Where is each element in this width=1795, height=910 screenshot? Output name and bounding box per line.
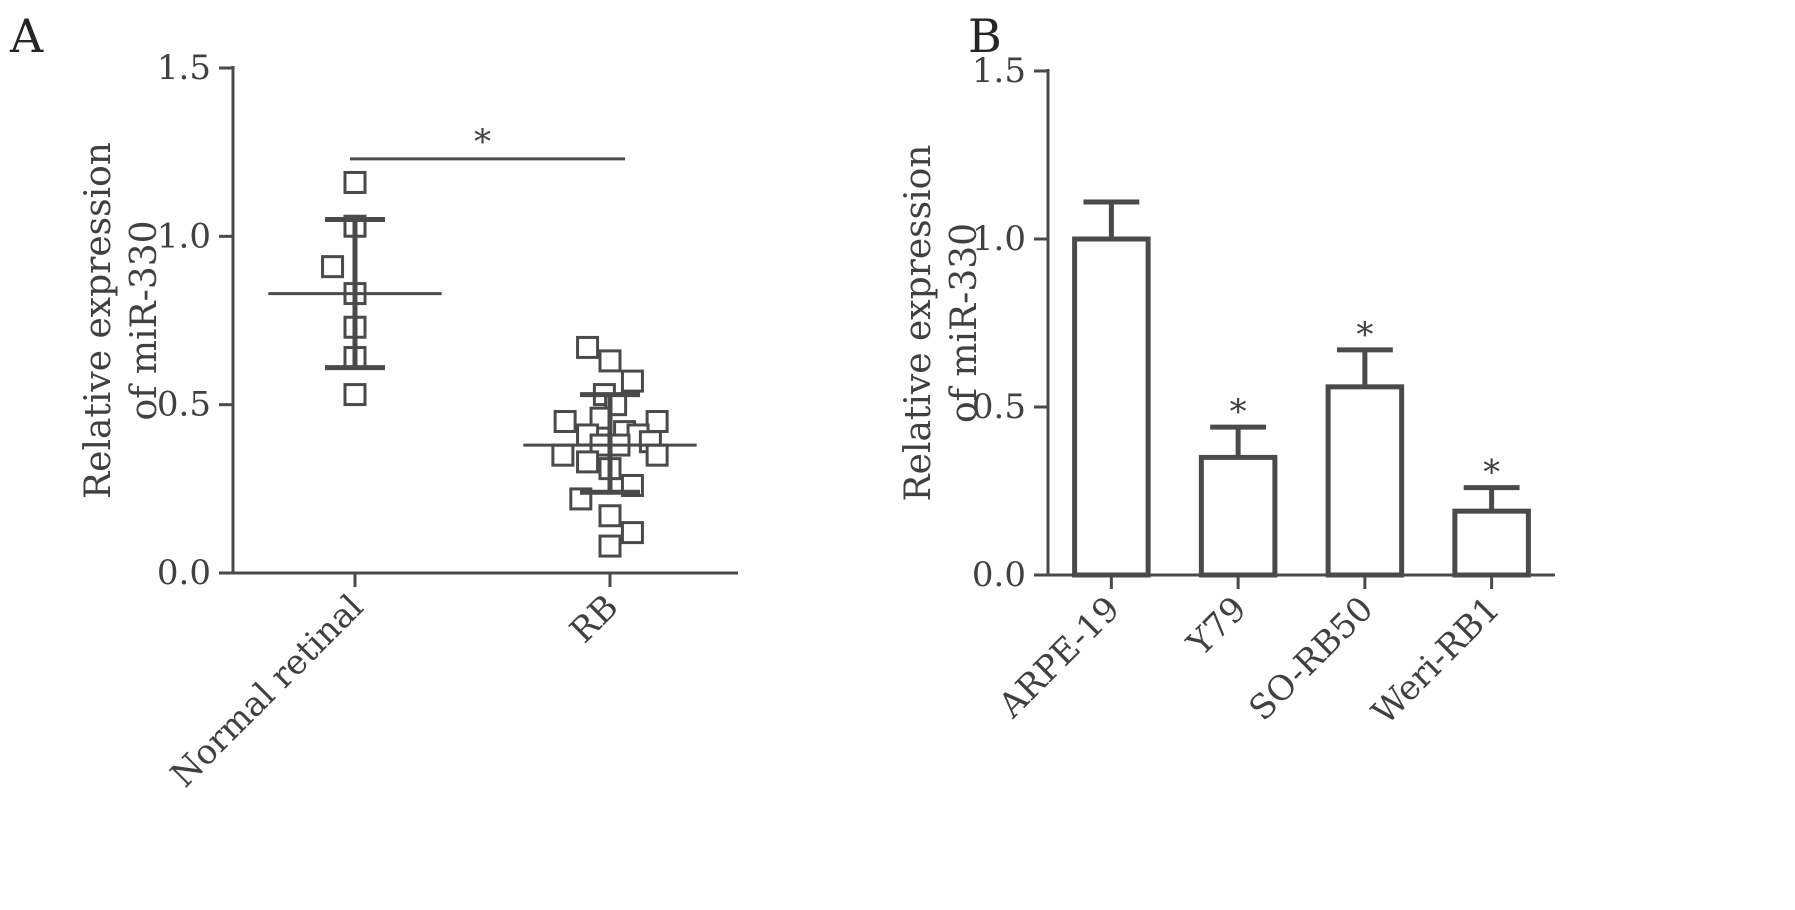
- panel-a-y-tick-label: 0.0: [157, 553, 211, 593]
- panel-b-y-axis-title: Relative expression of miR-330: [898, 145, 985, 502]
- panel-b-y-tick-label: 1.5: [972, 51, 1026, 91]
- panel-b-x-tick-label: SO-RB50: [1241, 589, 1381, 729]
- panel-b-significance-label: *: [1356, 315, 1373, 355]
- panel-b-y-tick-label: 0.5: [972, 387, 1026, 427]
- panel-a-data-point: [551, 443, 575, 467]
- panel-a-y-tick-label: 1.5: [157, 48, 211, 88]
- panel-a-y-axis-title-line: Relative expression: [78, 142, 119, 499]
- panel-b-x-tick-label: Weri-RB1: [1364, 589, 1508, 733]
- panel-b-bar: [1452, 508, 1531, 578]
- panel-a-data-point: [598, 504, 622, 528]
- panel-a-y-axis-title-line: of miR-330: [124, 220, 165, 420]
- panel-a-scatter-chart: 0.0 0.5 1.0 1.5 Relative expression of miR-33…: [78, 48, 738, 795]
- panel-a-data-point: [576, 335, 600, 359]
- panel-a-y-axis-title: Relative expression of miR-330: [78, 142, 165, 499]
- panel-b-y-axis-title-line: of miR-330: [944, 223, 985, 423]
- panel-a-data-point: [553, 410, 577, 433]
- panel-a-data-point: [620, 369, 644, 393]
- panel-a-x-tick-label: Normal retinal: [163, 587, 371, 795]
- panel-b-y-tick-label: 0.0: [972, 555, 1026, 595]
- panel-a-data-point: [620, 521, 644, 545]
- panel-a-data-point: [321, 255, 345, 279]
- panel-a-y-tick-label: 0.5: [157, 385, 211, 425]
- panel-b-label: B: [968, 9, 1002, 63]
- panel-b-bar: [1072, 236, 1151, 578]
- panel-b-bar: [1198, 454, 1278, 578]
- panel-a-data-point: [598, 349, 622, 373]
- panel-a-data-point: [576, 450, 600, 474]
- panel-b-y-axis-title-line: Relative expression: [898, 145, 939, 502]
- panel-b-y-tick-label: 1.0: [972, 219, 1026, 259]
- panel-a-data-point: [343, 170, 367, 194]
- panel-b-significance-label: *: [1483, 453, 1500, 493]
- panel-a-data-point: [645, 443, 669, 467]
- panel-b-x-tick-label: Y79: [1179, 589, 1254, 664]
- panel-a-label: A: [9, 9, 44, 63]
- panel-a-data-point: [645, 410, 669, 433]
- panel-a-significance-label: *: [474, 122, 491, 162]
- panel-a-data-point: [598, 534, 622, 558]
- panel-a-x-tick-label: RB: [562, 587, 626, 651]
- panel-b-x-tick-label: ARPE-19: [990, 589, 1127, 726]
- panel-b-bar-chart: 0.0 0.5 1.0 1.5 Relative expression of miR-33…: [898, 51, 1555, 733]
- panel-a-data-point: [343, 383, 367, 407]
- panel-b-significance-label: *: [1230, 392, 1247, 432]
- panel-b-bar: [1325, 384, 1405, 578]
- panel-a-y-tick-label: 1.0: [157, 216, 211, 256]
